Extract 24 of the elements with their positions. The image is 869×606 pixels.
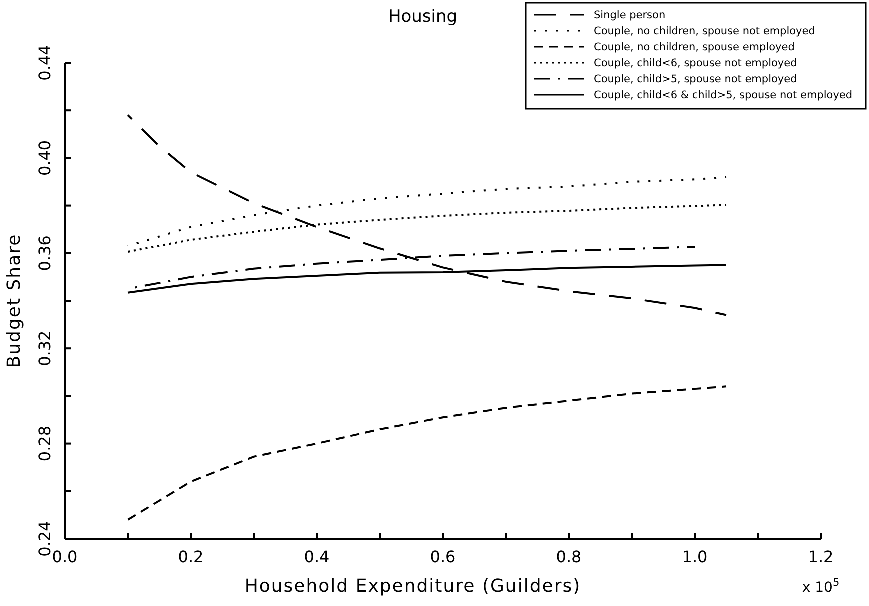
x-tick-label: 0.6: [430, 547, 456, 566]
legend-label: Couple, child>5, spouse not employed: [594, 74, 798, 86]
y-axis-title: Budget Share: [4, 234, 25, 368]
legend-label: Couple, no children, spouse employed: [594, 42, 795, 54]
y-tick-label: 0.44: [36, 45, 55, 81]
y-tick-label: 0.28: [36, 426, 55, 462]
legend-label: Couple, child<6 & child>5, spouse not employed: [594, 90, 853, 102]
chart-title: Housing: [388, 7, 458, 27]
x-tick-label: 0.8: [556, 547, 582, 566]
x-axis-title: Household Expenditure (Guilders): [244, 576, 582, 597]
x-tick-label: 1.0: [682, 547, 708, 566]
legend-label: Couple, child<6, spouse not employed: [594, 58, 798, 70]
x-tick-label: 0.4: [304, 547, 330, 566]
legend-label: Single person: [594, 10, 666, 22]
y-tick-label: 0.40: [36, 140, 55, 176]
x-tick-label: 0.2: [178, 547, 204, 566]
line-series: [127, 386, 728, 521]
x-tick-label: 0.0: [52, 547, 78, 566]
legend-label: Couple, no children, spouse not employed: [594, 26, 816, 38]
line-series: [127, 114, 728, 316]
y-tick-label: 0.36: [36, 236, 55, 272]
x-tick-label: 1.2: [808, 547, 834, 566]
text: x 10$^{5}$: [802, 577, 840, 596]
y-tick-label: 0.32: [36, 330, 55, 366]
